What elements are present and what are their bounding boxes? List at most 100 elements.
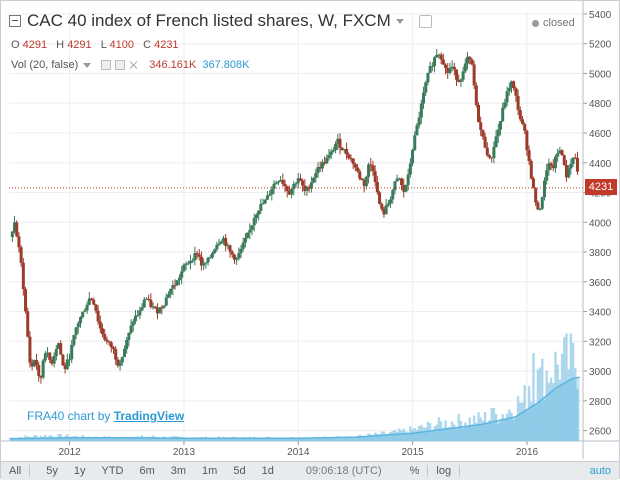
time-axis[interactable]: 2012 2013 2014 2015 2016 (58, 441, 539, 458)
y-tick-label: 3000 (589, 367, 612, 378)
close-label: C (143, 39, 152, 51)
volume-bar (365, 437, 368, 441)
candle-body (169, 288, 173, 295)
volume-bar (378, 434, 381, 441)
candle-body (188, 260, 192, 264)
volume-bar (224, 437, 227, 441)
volume-bar (472, 415, 476, 441)
range-1y[interactable]: 1y (73, 465, 86, 477)
volume-bar (490, 408, 493, 441)
candle-body (37, 364, 41, 376)
candle-body (356, 167, 360, 172)
candle-body (54, 349, 58, 357)
range-all[interactable]: All (9, 465, 22, 477)
volume-bar (442, 428, 445, 441)
volume-bar (160, 437, 164, 441)
candle-body (569, 163, 573, 169)
candle-body (439, 54, 443, 60)
range-5y[interactable]: 5y (46, 465, 58, 477)
candle-body (437, 54, 441, 56)
volume-bar (340, 438, 344, 441)
candle-body (466, 56, 470, 64)
volume-bar (281, 438, 285, 441)
range-1m[interactable]: 1m (202, 465, 218, 477)
candle-body (424, 82, 428, 93)
range-1d[interactable]: 1d (261, 465, 274, 477)
candle-body (283, 183, 287, 187)
chart-canvas[interactable]: 2600280030003200340036003800400042004400… (1, 1, 619, 459)
volume-bar (411, 429, 414, 441)
open-value: 4291 (22, 39, 48, 51)
volume-bar (519, 402, 522, 441)
candle-body (334, 143, 338, 151)
utc-clock[interactable]: 09:06:18 (UTC) (305, 465, 382, 477)
volume-bar (294, 438, 298, 441)
candle-body (215, 244, 219, 250)
volume-bar (384, 434, 388, 441)
volume-bar (367, 433, 370, 441)
volume-bar (189, 438, 192, 441)
eye-icon[interactable] (101, 60, 112, 70)
chevron-down-icon[interactable] (83, 62, 92, 68)
candle-body (395, 178, 399, 182)
volume-bar (123, 438, 126, 441)
candle-body (105, 339, 109, 342)
symbol-title[interactable]: CAC 40 index of French listed shares, W,… (27, 11, 391, 30)
plot-background (1, 1, 619, 459)
volume-bar (68, 437, 71, 441)
percent-scale-toggle[interactable]: % (409, 465, 420, 477)
candle-body (103, 334, 107, 340)
range-3m[interactable]: 3m (170, 465, 187, 477)
candle-body (369, 164, 373, 166)
candle-body (142, 299, 146, 308)
candle-body (243, 237, 247, 243)
volume-bar (439, 421, 443, 441)
range-6m[interactable]: 6m (139, 465, 155, 477)
volume-bar (373, 432, 377, 441)
collapse-legend-icon[interactable] (9, 15, 21, 27)
settings-icon[interactable] (418, 14, 432, 28)
candle-body (87, 298, 91, 305)
candle-body (155, 308, 159, 314)
volume-bar (400, 430, 403, 441)
candle-body (250, 225, 254, 230)
volume-bar (338, 438, 342, 441)
volume-bar (574, 368, 577, 441)
volume-bar (101, 438, 104, 441)
tradingview-link[interactable]: TradingView (113, 409, 185, 423)
volume-bar (316, 437, 320, 441)
candle-body (279, 180, 283, 182)
range-5d[interactable]: 5d (233, 465, 246, 477)
volume-pane (8, 333, 580, 441)
candle-body (85, 304, 89, 311)
volume-ma-area (10, 377, 580, 441)
chevron-down-icon[interactable] (395, 18, 404, 24)
candle-body (488, 155, 492, 158)
close-icon[interactable] (129, 60, 139, 70)
candle-body (166, 294, 170, 298)
volume-bar (228, 438, 232, 441)
volume-indicator-label[interactable]: Vol (20, false) (11, 59, 79, 71)
candle-body (144, 298, 148, 300)
volume-bar (143, 437, 146, 441)
y-tick-label: 3200 (589, 337, 612, 348)
candle-body (224, 237, 228, 246)
volume-bar (299, 437, 302, 441)
candle-body (433, 57, 437, 66)
candle-body (459, 79, 463, 82)
gear-icon[interactable] (115, 60, 126, 70)
candle-body (441, 59, 445, 65)
price-axis[interactable]: 2600280030003200340036003800400042004400… (583, 10, 612, 438)
candle-body (294, 183, 298, 185)
auto-scale-toggle[interactable]: auto (589, 465, 611, 477)
log-scale-toggle[interactable]: log (436, 465, 452, 477)
candle-body (303, 185, 307, 191)
candle-body (10, 231, 14, 238)
candle-body (549, 163, 553, 166)
candle-body (536, 202, 540, 210)
volume-bar (510, 412, 513, 441)
volume-bar (336, 435, 339, 441)
range-ytd[interactable]: YTD (101, 465, 124, 477)
candle-body (402, 185, 406, 192)
volume-bar (464, 422, 467, 441)
